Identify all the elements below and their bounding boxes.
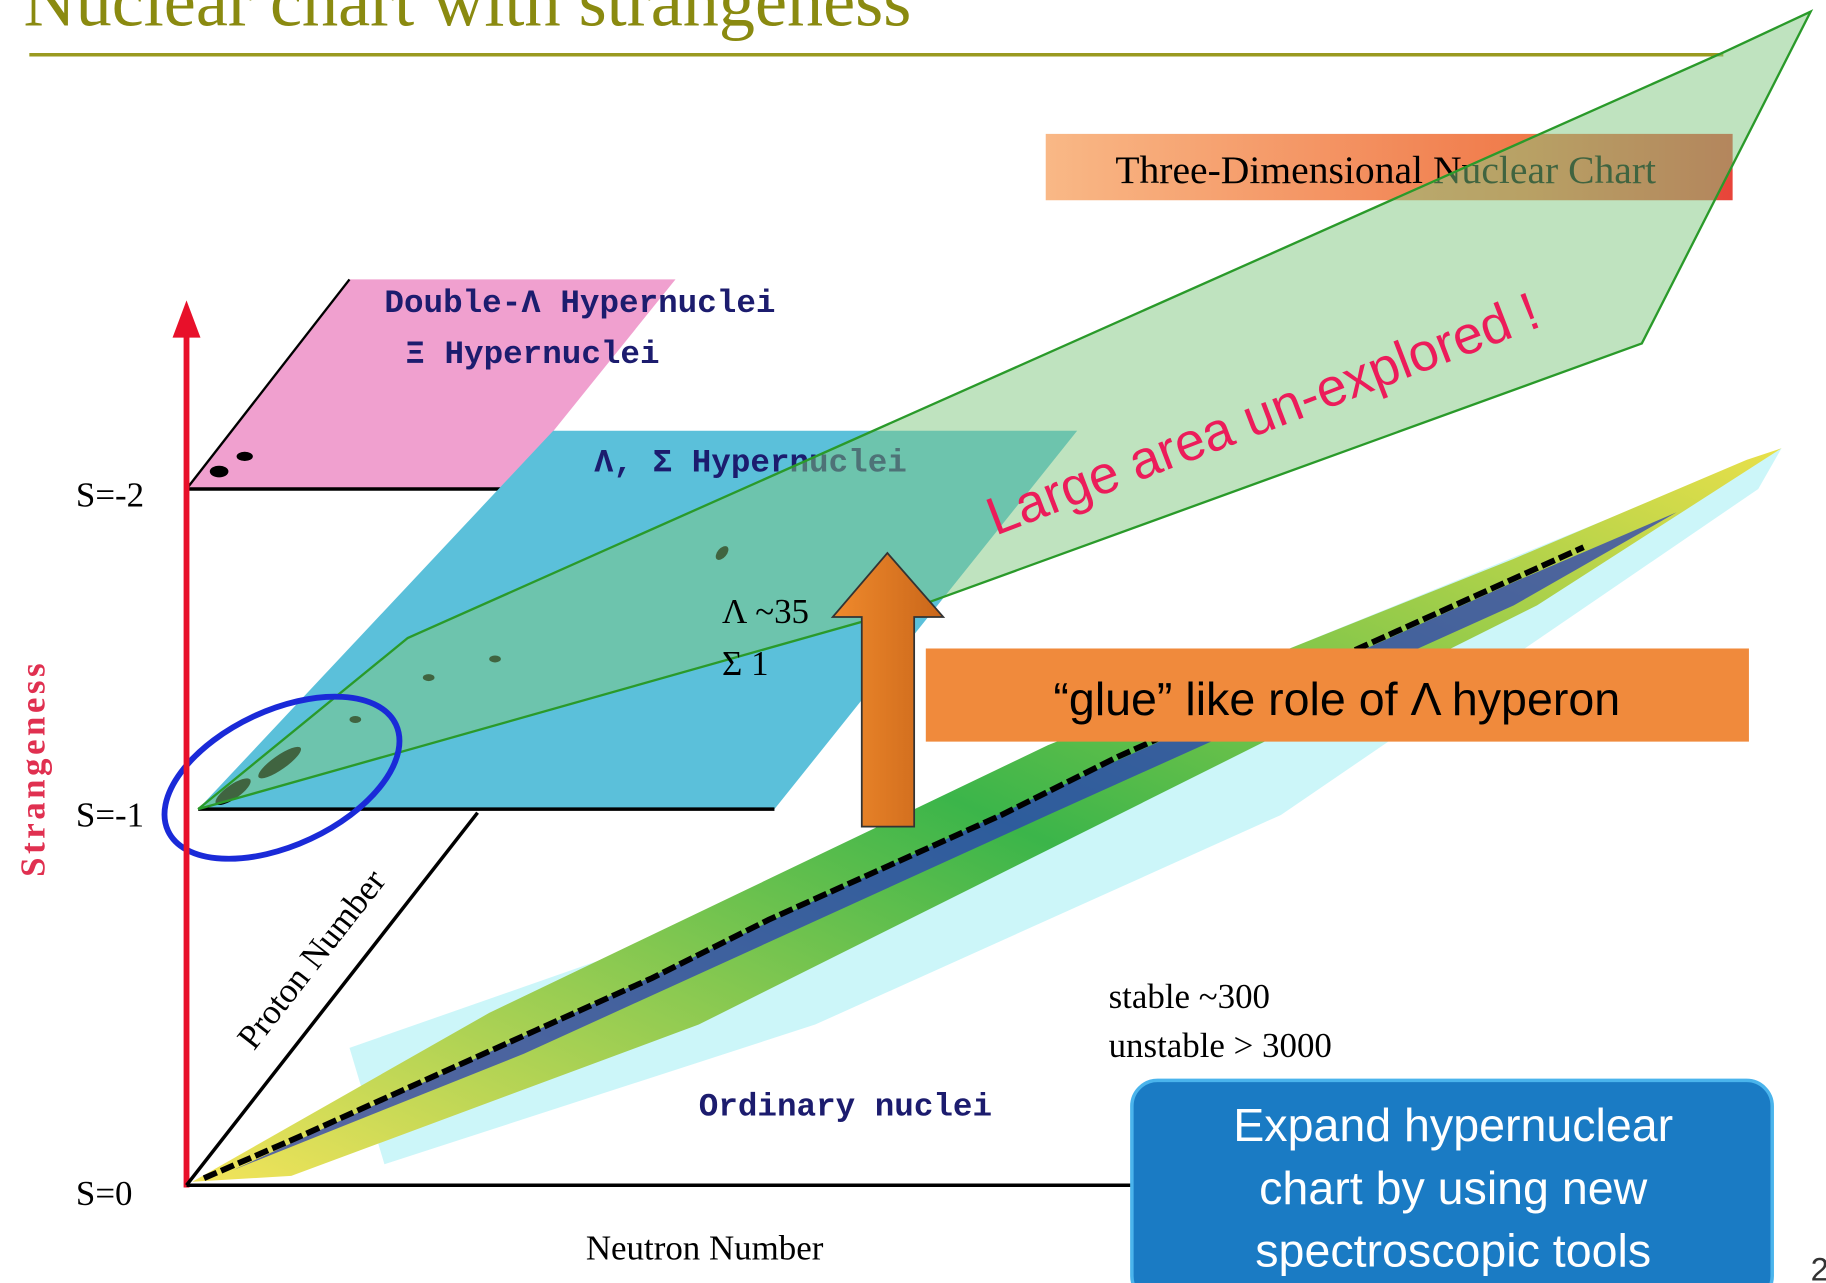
- glue-label: “glue” like role of Λ hyperon: [1053, 673, 1620, 725]
- lambda-count: Λ ~35: [722, 592, 809, 631]
- level-label: S=-2: [76, 475, 144, 514]
- dot: [209, 465, 229, 478]
- neutron-label: Neutron Number: [586, 1229, 824, 1268]
- sigma-count: Σ 1: [722, 644, 769, 683]
- dot: [236, 451, 253, 462]
- page-number: 2: [1811, 1251, 1826, 1283]
- proton-axis: [185, 811, 479, 1187]
- slide-title: Nuclear chart with strangeness: [24, 0, 912, 42]
- axis-arrow: [172, 300, 201, 338]
- level-label: S=0: [76, 1174, 133, 1213]
- callout-box: [1130, 1078, 1774, 1283]
- unstable-count: unstable > 3000: [1109, 1026, 1332, 1065]
- nuclear-band: [192, 448, 1782, 1182]
- callout-line: Expand hypernuclear: [1233, 1099, 1673, 1151]
- plane-label: Ordinary nuclei: [699, 1088, 992, 1125]
- plane-edge: [185, 278, 351, 490]
- stable-count: stable ~300: [1109, 977, 1270, 1016]
- callout-line: chart by using new: [1259, 1162, 1647, 1214]
- highlight-ellipse: [161, 693, 403, 862]
- up-arrow: [830, 551, 946, 828]
- glue-box: [925, 648, 1749, 742]
- callout-line: spectroscopic tools: [1255, 1225, 1651, 1277]
- plane-label: Double-Λ Hypernuclei: [384, 285, 775, 322]
- level-label: S=-1: [76, 796, 144, 835]
- strangeness-label: Strangeness: [13, 660, 52, 877]
- plane-label: Ξ Hypernuclei: [405, 336, 659, 373]
